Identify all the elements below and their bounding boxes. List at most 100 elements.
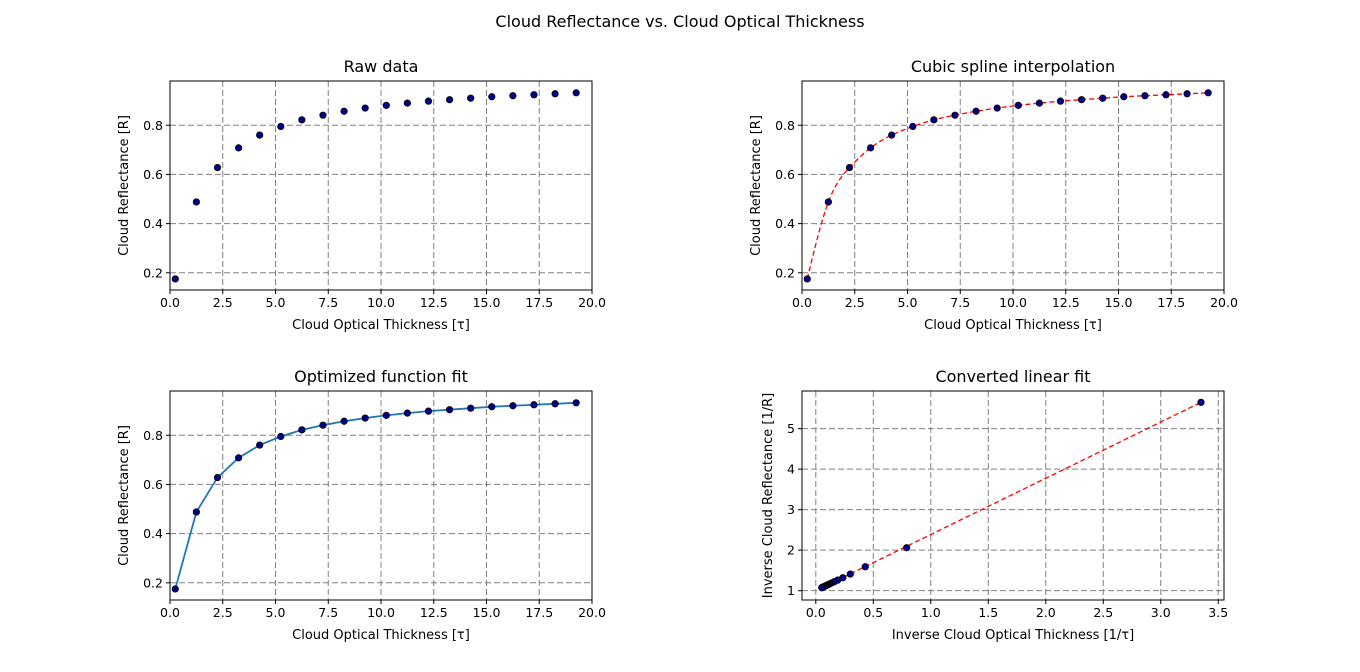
- y-tick-label: 0.2: [775, 265, 795, 280]
- data-point: [1120, 93, 1128, 101]
- data-point: [256, 441, 264, 449]
- y-tick-label: 0.8: [143, 118, 163, 133]
- x-tick-label: 17.5: [525, 605, 553, 620]
- data-point: [1162, 91, 1170, 99]
- x-tick-label: 10.0: [367, 295, 395, 310]
- chart-title: Optimized function fit: [294, 367, 468, 386]
- x-tick-label: 2.5: [213, 605, 233, 620]
- data-point: [824, 198, 832, 206]
- data-point: [845, 163, 854, 172]
- data-point: [930, 116, 938, 124]
- data-point: [1056, 97, 1065, 105]
- data-point: [467, 404, 475, 412]
- y-tick-label: 4: [787, 462, 795, 477]
- y-tick-label: 3: [787, 502, 795, 517]
- data-point: [424, 407, 433, 415]
- data-point: [467, 94, 475, 102]
- x-tick-label: 12.5: [1052, 295, 1080, 310]
- data-point: [488, 93, 496, 101]
- y-tick-label: 0.2: [143, 265, 163, 280]
- data-point: [234, 454, 243, 462]
- data-point: [846, 570, 854, 578]
- data-point: [488, 403, 496, 411]
- x-tick-label: 15.0: [1105, 295, 1133, 310]
- data-point: [803, 275, 811, 283]
- fit-line: [174, 401, 577, 590]
- x-axis-label: Cloud Optical Thickness [τ]: [292, 628, 470, 643]
- chart-raw: 0.0 2.5 5.0 7.5 10.0 12.5 15.0 17.5 20.0 0.2 0.4 0.…: [117, 57, 606, 333]
- data-point: [951, 111, 959, 119]
- data-point: [340, 107, 348, 115]
- x-tick-label: 3.5: [1208, 605, 1228, 620]
- chart-spline: 0.0 2.5 5.0 7.5 10.0 12.5 15.0 17.5 20.0 0.2 0.4 0.…: [749, 57, 1238, 333]
- data-point: [340, 417, 348, 425]
- data-point: [1197, 398, 1205, 406]
- x-axis-label: Cloud Optical Thickness [τ]: [292, 318, 470, 333]
- x-tick-label: 7.5: [318, 605, 338, 620]
- y-tick-label: 0.8: [775, 118, 795, 133]
- data-point: [403, 409, 411, 417]
- x-tick-label: 17.5: [525, 295, 553, 310]
- y-tick-label: 5: [787, 421, 795, 436]
- data-point: [213, 163, 222, 172]
- data-point: [1014, 101, 1022, 109]
- x-tick-label: 10.0: [999, 295, 1027, 310]
- x-axis-label: Cloud Optical Thickness [τ]: [924, 318, 1102, 333]
- data-point: [818, 584, 826, 592]
- x-tick-label: 7.5: [318, 295, 338, 310]
- y-tick-label: 0.8: [143, 428, 163, 443]
- x-tick-label: 20.0: [578, 605, 606, 620]
- y-tick-label: 0.6: [775, 167, 795, 182]
- data-point: [298, 426, 306, 434]
- y-tick-label: 0.4: [143, 216, 163, 231]
- chart-title: Cubic spline interpolation: [911, 57, 1115, 76]
- data-point: [888, 131, 896, 139]
- x-axis-label: Inverse Cloud Optical Thickness [1/τ]: [892, 628, 1134, 643]
- plot-area-linear: [821, 401, 1202, 589]
- plots: 0.0 2.5 5.0 7.5 10.0 12.5 15.0 17.5 20.0 0.2 0.4 0.…: [117, 57, 1238, 643]
- y-axis-label: Inverse Cloud Reflectance [1/R]: [761, 393, 776, 598]
- x-tick-label: 5.0: [266, 605, 286, 620]
- data-point: [993, 104, 1001, 112]
- data-point: [972, 107, 980, 115]
- data-point: [424, 97, 433, 105]
- x-tick-label: 2.5: [1093, 605, 1113, 620]
- y-axis-label: Cloud Reflectance [R]: [117, 115, 132, 256]
- data-point: [509, 92, 517, 100]
- data-point: [1099, 94, 1107, 102]
- data-point: [256, 131, 264, 139]
- x-tick-label: 20.0: [1210, 295, 1238, 310]
- data-point: [319, 111, 327, 119]
- data-point: [572, 89, 580, 97]
- data-point: [530, 91, 538, 99]
- x-tick-label: 0.0: [160, 605, 180, 620]
- x-tick-label: 15.0: [473, 295, 501, 310]
- x-tick-label: 12.5: [420, 605, 448, 620]
- axes-frame: [801, 390, 1225, 601]
- data-point: [861, 563, 869, 571]
- data-point: [1141, 92, 1149, 100]
- data-point: [903, 544, 911, 552]
- x-tick-label: 12.5: [420, 295, 448, 310]
- y-tick-label: 0.2: [143, 575, 163, 590]
- x-tick-label: 15.0: [473, 605, 501, 620]
- data-point: [530, 401, 538, 409]
- x-tick-label: 20.0: [578, 295, 606, 310]
- data-point: [1204, 89, 1212, 97]
- data-point: [192, 508, 200, 516]
- plot-area-spline: [806, 92, 1209, 280]
- y-tick-label: 0.6: [143, 477, 163, 492]
- data-point: [277, 122, 285, 131]
- chart-title: Raw data: [344, 57, 419, 76]
- data-point: [551, 90, 559, 98]
- x-tick-label: 17.5: [1157, 295, 1185, 310]
- data-point: [1035, 99, 1043, 107]
- data-point: [551, 400, 559, 408]
- x-tick-label: 1.0: [921, 605, 941, 620]
- data-point: [382, 411, 390, 419]
- chart-linear: 0.0 0.5 1.0 1.5 2.0 2.5 3.0 3.5 1 2 3 4 5 Converted l…: [761, 367, 1228, 643]
- data-point: [192, 198, 200, 206]
- data-point: [382, 101, 390, 109]
- data-point: [866, 144, 875, 152]
- spline-curve: [806, 92, 1209, 280]
